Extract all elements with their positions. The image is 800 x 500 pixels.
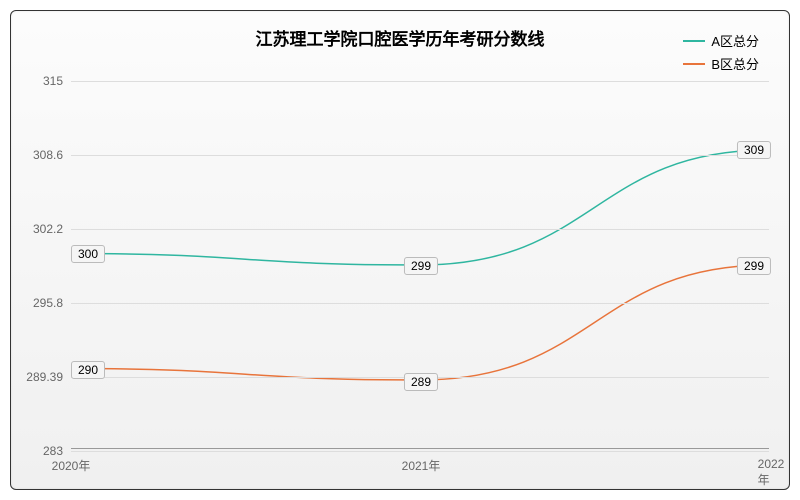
chart-inner: 江苏理工学院口腔医学历年考研分数线 A区总分 B区总分 283289.39295… — [10, 10, 790, 490]
legend-label-a: A区总分 — [711, 31, 759, 50]
point-label: 290 — [71, 361, 105, 379]
legend-item-b: B区总分 — [683, 54, 759, 73]
legend-swatch-a — [683, 40, 705, 42]
chart-container: 江苏理工学院口腔医学历年考研分数线 A区总分 B区总分 283289.39295… — [0, 0, 800, 500]
y-tick-label: 295.8 — [33, 296, 63, 310]
x-tick-label: 2021年 — [402, 457, 441, 474]
point-label: 309 — [737, 141, 771, 159]
plot-area: 283289.39295.8302.2308.63152020年2021年202… — [71, 81, 769, 449]
series-line-0 — [71, 150, 769, 265]
point-label: 300 — [71, 245, 105, 263]
x-axis — [71, 448, 769, 449]
gridline — [71, 81, 769, 82]
legend-item-a: A区总分 — [683, 31, 759, 50]
x-tick-label: 2022年 — [758, 457, 785, 488]
gridline — [71, 155, 769, 156]
series-line-1 — [71, 265, 769, 380]
point-label: 299 — [404, 257, 438, 275]
y-tick-label: 315 — [43, 74, 63, 88]
legend: A区总分 B区总分 — [683, 31, 759, 77]
gridline — [71, 451, 769, 452]
y-tick-label: 289.39 — [26, 370, 63, 384]
legend-label-b: B区总分 — [711, 54, 759, 73]
x-tick-label: 2020年 — [52, 457, 91, 474]
point-label: 299 — [737, 257, 771, 275]
gridline — [71, 229, 769, 230]
chart-title: 江苏理工学院口腔医学历年考研分数线 — [256, 25, 545, 50]
point-label: 289 — [404, 373, 438, 391]
legend-swatch-b — [683, 63, 705, 65]
y-tick-label: 283 — [43, 444, 63, 458]
y-tick-label: 302.2 — [33, 222, 63, 236]
gridline — [71, 303, 769, 304]
y-tick-label: 308.6 — [33, 148, 63, 162]
